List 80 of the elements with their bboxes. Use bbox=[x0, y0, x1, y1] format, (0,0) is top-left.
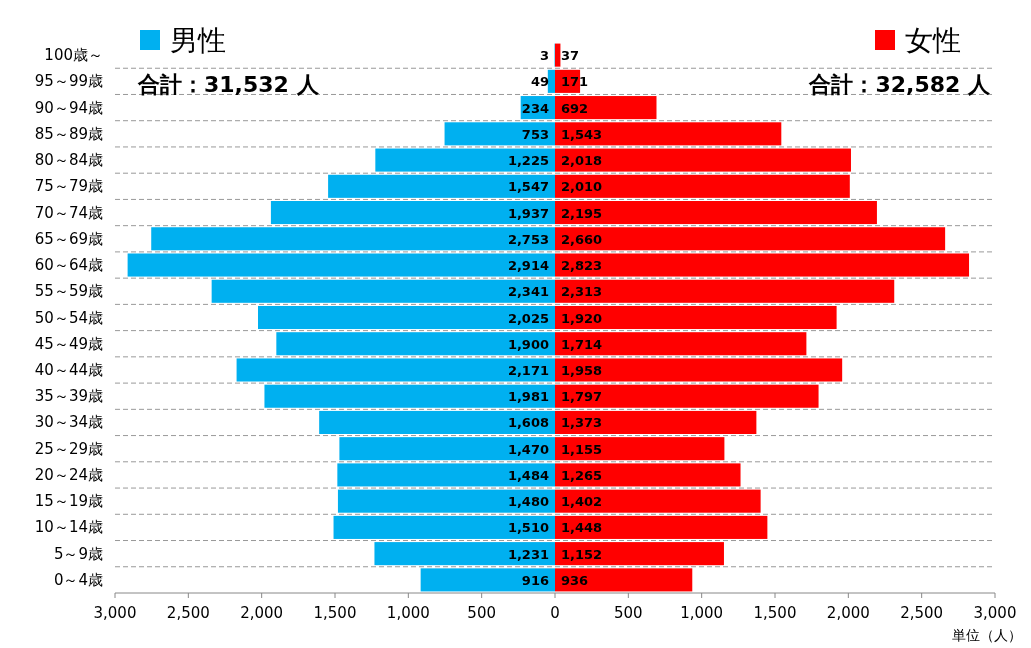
x-tick-label: 3,000 bbox=[93, 604, 137, 622]
data-label: 2,753 bbox=[507, 231, 549, 247]
data-label: 1,484 bbox=[507, 467, 549, 483]
data-label: 1,543 bbox=[561, 126, 603, 142]
y-tick-label: 50～54歳 bbox=[34, 308, 103, 327]
y-tick-label: 15～19歳 bbox=[34, 492, 103, 511]
y-tick-label: 40～44歳 bbox=[34, 360, 103, 379]
annotation: 合計：31,532 人 bbox=[137, 72, 320, 97]
y-tick-label: 100歳～ bbox=[44, 46, 103, 65]
data-label: 2,025 bbox=[507, 310, 549, 326]
data-label: 1,155 bbox=[561, 441, 603, 457]
data-label: 1,470 bbox=[507, 441, 549, 457]
y-tick-label: 95～99歳 bbox=[34, 72, 103, 91]
data-label: 1,900 bbox=[507, 336, 549, 352]
x-tick-label: 2,000 bbox=[826, 604, 870, 622]
data-label: 1,373 bbox=[561, 415, 603, 431]
x-tick-label: 1,500 bbox=[313, 604, 357, 622]
legend-label: 男性 bbox=[170, 24, 226, 57]
x-tick-label: 2,500 bbox=[166, 604, 210, 622]
x-tick-label: 2,500 bbox=[900, 604, 944, 622]
data-label: 1,981 bbox=[507, 389, 549, 405]
data-label: 2,914 bbox=[507, 258, 549, 274]
x-tick-label: 2,000 bbox=[240, 604, 284, 622]
data-label: 37 bbox=[561, 48, 580, 64]
x-tick-label: 500 bbox=[467, 604, 496, 622]
data-label: 1,958 bbox=[561, 362, 603, 378]
y-tick-label: 55～59歳 bbox=[34, 282, 103, 301]
y-tick-label: 80～84歳 bbox=[34, 151, 103, 170]
y-tick-label: 65～69歳 bbox=[34, 229, 103, 248]
data-label: 1,152 bbox=[561, 546, 603, 562]
y-tick-label: 0～4歳 bbox=[53, 570, 103, 589]
data-label: 1,608 bbox=[507, 415, 549, 431]
data-label: 1,402 bbox=[561, 494, 603, 510]
data-label: 2,313 bbox=[561, 284, 603, 300]
data-label: 1,448 bbox=[561, 520, 603, 536]
data-label: 1,920 bbox=[561, 310, 603, 326]
data-label: 1,265 bbox=[561, 467, 603, 483]
data-label: 1,480 bbox=[507, 494, 549, 510]
x-tick-label: 1,000 bbox=[386, 604, 430, 622]
data-label: 1,510 bbox=[507, 520, 549, 536]
x-tick-label: 1,000 bbox=[680, 604, 724, 622]
data-label: 753 bbox=[521, 126, 549, 142]
data-label: 2,660 bbox=[561, 231, 603, 247]
y-tick-label: 60～64歳 bbox=[34, 256, 103, 275]
data-label: 2,823 bbox=[561, 258, 603, 274]
data-label: 1,797 bbox=[561, 389, 603, 405]
data-label: 916 bbox=[521, 572, 549, 588]
x-tick-label: 500 bbox=[614, 604, 643, 622]
y-tick-label: 70～74歳 bbox=[34, 203, 103, 222]
data-label: 2,018 bbox=[561, 153, 603, 169]
data-label: 1,937 bbox=[507, 205, 549, 221]
data-label: 2,341 bbox=[507, 284, 549, 300]
y-tick-label: 20～24歳 bbox=[34, 465, 103, 484]
data-label: 936 bbox=[561, 572, 589, 588]
x-tick-label: 3,000 bbox=[973, 604, 1017, 622]
y-tick-label: 5～9歳 bbox=[53, 544, 103, 563]
data-label: 234 bbox=[521, 100, 549, 116]
data-label: 2,171 bbox=[507, 362, 549, 378]
y-tick-label: 45～49歳 bbox=[34, 334, 103, 353]
text: 単位（人） bbox=[952, 627, 1022, 643]
y-tick-label: 75～79歳 bbox=[34, 177, 103, 196]
legend-label: 女性 bbox=[905, 24, 961, 57]
x-tick-label: 0 bbox=[550, 604, 560, 622]
data-label: 692 bbox=[561, 100, 589, 116]
y-tick-label: 25～29歳 bbox=[34, 439, 103, 458]
x-tick-label: 1,500 bbox=[753, 604, 797, 622]
data-label: 1,231 bbox=[507, 546, 549, 562]
data-label: 1,225 bbox=[507, 153, 549, 169]
y-tick-label: 90～94歳 bbox=[34, 98, 103, 117]
annotation: 合計：32,582 人 bbox=[808, 72, 991, 97]
y-tick-label: 85～89歳 bbox=[34, 124, 103, 143]
data-label: 2,010 bbox=[561, 179, 603, 195]
y-tick-label: 30～34歳 bbox=[34, 413, 103, 432]
y-tick-label: 10～14歳 bbox=[34, 518, 103, 537]
data-label: 2,195 bbox=[561, 205, 603, 221]
data-label: 3 bbox=[539, 48, 549, 64]
data-label: 1,547 bbox=[507, 179, 549, 195]
data-label: 1,714 bbox=[561, 336, 603, 352]
bar bbox=[555, 43, 561, 67]
y-tick-label: 35～39歳 bbox=[34, 387, 103, 406]
